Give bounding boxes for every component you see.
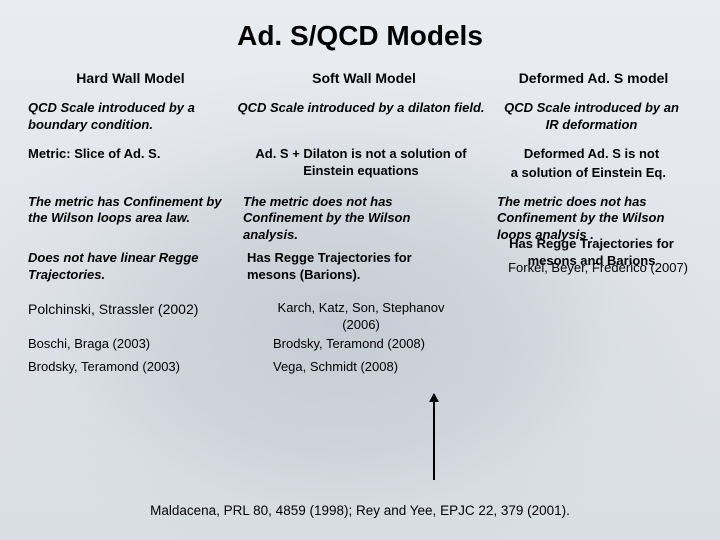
cite-soft3: Vega, Schmidt (2008) [233, 359, 495, 382]
conf-hard: The metric has Confinement by the Wilson… [28, 194, 233, 251]
row-scale: QCD Scale introduced by a boundary condi… [28, 100, 692, 140]
cite-soft1: Karch, Katz, Son, Stephanov (2006) [233, 300, 495, 334]
row-cite-3: Brodsky, Teramond (2003) Vega, Schmidt (… [28, 359, 692, 382]
conf-soft: The metric does not has Confinement by t… [233, 194, 495, 251]
cite-hard1: Polchinski, Strassler (2002) [28, 300, 233, 334]
header-deformed: Deformed Ad. S model [495, 70, 692, 86]
arrow-icon [433, 394, 435, 480]
cite-hard3: Brodsky, Teramond (2003) [28, 359, 233, 382]
header-soft: Soft Wall Model [233, 70, 495, 86]
regge-soft: Has Regge Trajectories for mesons (Bario… [233, 250, 495, 290]
metric-deformed-a: Deformed Ad. S is not [497, 146, 692, 165]
row-metric: Metric: Slice of Ad. S. Ad. S + Dilaton … [28, 146, 692, 188]
metric-soft: Ad. S + Dilaton is not a solution of Ein… [233, 146, 495, 188]
metric-hard: Metric: Slice of Ad. S. [28, 146, 233, 188]
metric-deformed-b: a solution of Einstein Eq. [497, 165, 692, 188]
regge-hard: Does not have linear Regge Trajectories. [28, 250, 233, 290]
cite-hard2: Boschi, Braga (2003) [28, 336, 233, 359]
bottom-references: Maldacena, PRL 80, 4859 (1998); Rey and … [0, 503, 720, 518]
slide-title: Ad. S/QCD Models [28, 20, 692, 52]
column-headers: Hard Wall Model Soft Wall Model Deformed… [28, 70, 692, 94]
cite-deformed1: Forkel, Beyer, Frederico (2007) [495, 260, 692, 334]
row-cite-1: Polchinski, Strassler (2002) Karch, Katz… [28, 300, 692, 334]
scale-soft: QCD Scale introduced by a dilaton field. [233, 100, 495, 140]
row-cite-2: Boschi, Braga (2003) Brodsky, Teramond (… [28, 336, 692, 359]
header-hard: Hard Wall Model [28, 70, 233, 86]
scale-deformed: QCD Scale introduced by an IR deformatio… [495, 100, 692, 140]
cite-soft2: Brodsky, Teramond (2008) [233, 336, 495, 359]
scale-hard: QCD Scale introduced by a boundary condi… [28, 100, 233, 140]
